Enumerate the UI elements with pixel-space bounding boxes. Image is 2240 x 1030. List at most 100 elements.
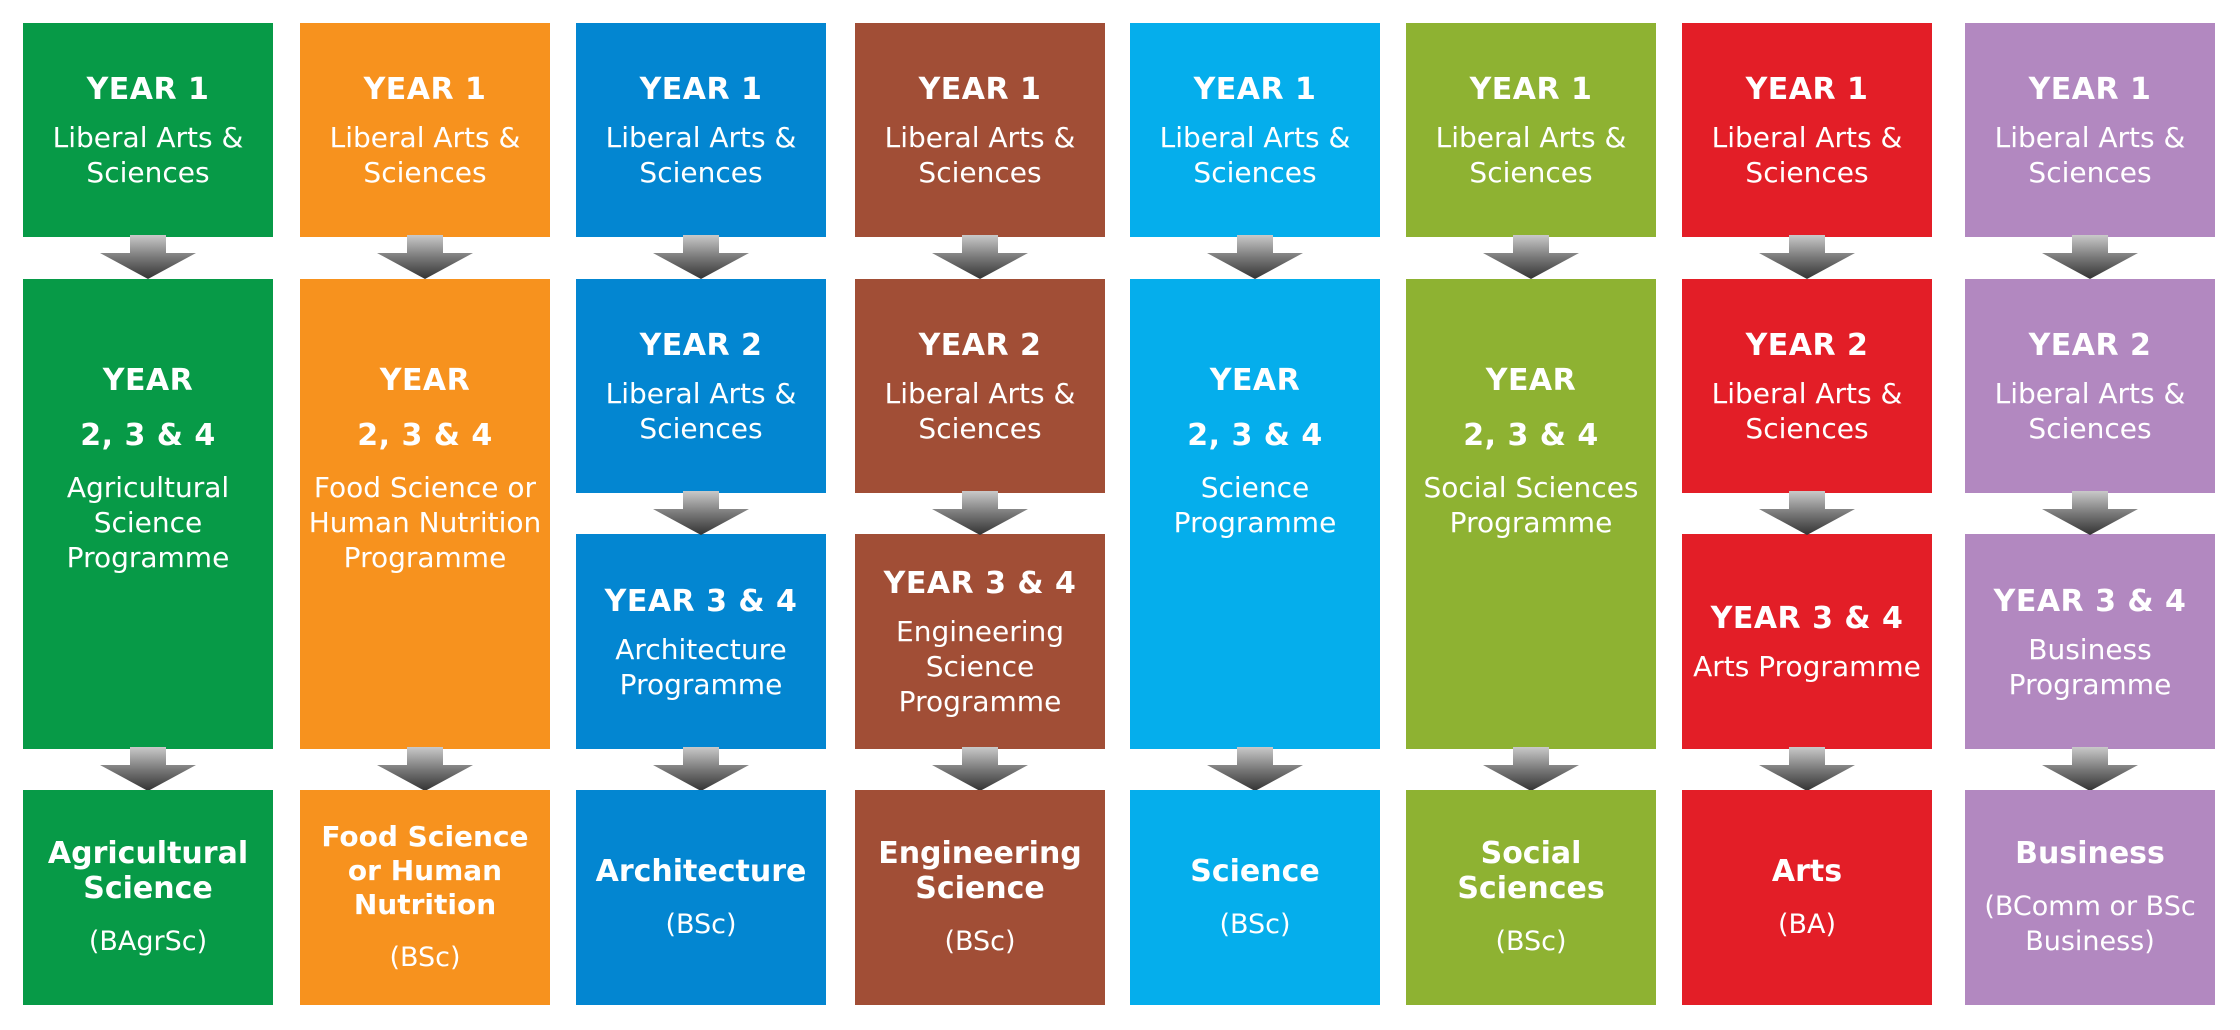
year-2-box: YEAR 2 Liberal Arts & Sciences	[576, 279, 826, 493]
stage-heading: YEAR 1	[639, 72, 763, 107]
stage-heading: YEAR 1	[1469, 72, 1593, 107]
stage-description: Liberal Arts & Sciences	[1711, 377, 1903, 445]
stage-heading: YEAR 3 & 4	[1993, 583, 2187, 619]
down-arrow-icon	[1207, 235, 1303, 279]
year-2-to-4-box: YEAR 2, 3 & 4 Food Science or Human Nutrit…	[300, 279, 550, 749]
stage-heading: YEAR 1	[363, 72, 487, 107]
degree-box: Architecture (BSc)	[576, 790, 826, 1005]
year-3-4-box: YEAR 3 & 4 Architecture Programme	[576, 534, 826, 749]
degree-title: Engineering Science	[878, 836, 1082, 906]
year-1-box: YEAR 1 Liberal Arts & Sciences	[300, 23, 550, 237]
stage-description: Liberal Arts & Sciences	[1994, 121, 2186, 189]
down-arrow-icon	[377, 747, 473, 791]
stage-heading: YEAR	[1209, 363, 1301, 398]
stage-heading: YEAR 1	[86, 72, 210, 107]
stage-description: Liberal Arts & Sciences	[52, 121, 244, 189]
programme-column: YEAR 1 Liberal Arts & Sciences YEAR 2 Liber…	[855, 0, 1105, 1030]
stage-description: Liberal Arts & Sciences	[329, 121, 521, 189]
degree-box: Arts (BA)	[1682, 790, 1932, 1005]
down-arrow-icon	[1483, 747, 1579, 791]
stage-subheading: 2, 3 & 4	[80, 418, 216, 453]
degree-box: Business (BComm or BSc Business)	[1965, 790, 2215, 1005]
year-1-box: YEAR 1 Liberal Arts & Sciences	[1682, 23, 1932, 237]
stage-heading: YEAR 1	[918, 72, 1042, 107]
stage-heading: YEAR 3 & 4	[883, 566, 1077, 601]
year-1-box: YEAR 1 Liberal Arts & Sciences	[23, 23, 273, 237]
year-3-4-box: YEAR 3 & 4 Arts Programme	[1682, 534, 1932, 749]
year-2-box: YEAR 2 Liberal Arts & Sciences	[1682, 279, 1932, 493]
down-arrow-icon	[1759, 235, 1855, 279]
down-arrow-icon	[1759, 491, 1855, 535]
year-1-box: YEAR 1 Liberal Arts & Sciences	[1130, 23, 1380, 237]
degree-box: Social Sciences (BSc)	[1406, 790, 1656, 1005]
down-arrow-icon	[653, 747, 749, 791]
degree-title: Food Science or Human Nutrition	[321, 820, 529, 921]
down-arrow-icon	[1483, 235, 1579, 279]
stage-description: Liberal Arts & Sciences	[605, 121, 797, 189]
degree-title: Social Sciences	[1457, 836, 1605, 906]
down-arrow-icon	[653, 491, 749, 535]
stage-heading: YEAR	[379, 363, 471, 398]
stage-description: Liberal Arts & Sciences	[605, 377, 797, 445]
stage-heading: YEAR 2	[1745, 328, 1869, 363]
programme-column: YEAR 1 Liberal Arts & Sciences YEAR 2 Liber…	[1682, 0, 1932, 1030]
stage-heading: YEAR 1	[1745, 72, 1869, 107]
stage-description: Architecture Programme	[615, 632, 787, 701]
stage-description: Science Programme	[1173, 471, 1337, 539]
stage-description: Liberal Arts & Sciences	[1435, 121, 1627, 189]
down-arrow-icon	[100, 235, 196, 279]
degree-title: Science	[1190, 853, 1320, 889]
stage-description: Liberal Arts & Sciences	[1711, 121, 1903, 189]
degree-box: Engineering Science (BSc)	[855, 790, 1105, 1005]
degree-box: Agricultural Science (BAgrSc)	[23, 790, 273, 1005]
stage-description: Business Programme	[2008, 632, 2172, 701]
stage-description: Liberal Arts & Sciences	[884, 377, 1076, 445]
year-1-box: YEAR 1 Liberal Arts & Sciences	[576, 23, 826, 237]
degree-abbreviation: (BSc)	[1495, 926, 1567, 957]
degree-abbreviation: (BComm or BSc Business)	[1984, 891, 2196, 957]
degree-box: Science (BSc)	[1130, 790, 1380, 1005]
degree-title: Business	[2015, 836, 2165, 871]
year-2-to-4-box: YEAR 2, 3 & 4 Social Sciences Programme	[1406, 279, 1656, 749]
stage-description: Agricultural Science Programme	[66, 471, 230, 574]
stage-description: Social Sciences Programme	[1423, 471, 1639, 539]
stage-heading: YEAR 2	[918, 328, 1042, 363]
year-2-box: YEAR 2 Liberal Arts & Sciences	[855, 279, 1105, 493]
programme-column: YEAR 1 Liberal Arts & Sciences YEAR 2, 3 & …	[1406, 0, 1656, 1030]
programme-column: YEAR 1 Liberal Arts & Sciences YEAR 2, 3 & …	[1130, 0, 1380, 1030]
degree-abbreviation: (BSc)	[389, 942, 461, 973]
programme-column: YEAR 1 Liberal Arts & Sciences YEAR 2 Liber…	[1965, 0, 2215, 1030]
down-arrow-icon	[1759, 747, 1855, 791]
down-arrow-icon	[2042, 491, 2138, 535]
programme-column: YEAR 1 Liberal Arts & Sciences YEAR 2, 3 & …	[23, 0, 273, 1030]
year-2-to-4-box: YEAR 2, 3 & 4 Agricultural Science Program…	[23, 279, 273, 749]
degree-abbreviation: (BAgrSc)	[88, 926, 208, 957]
down-arrow-icon	[2042, 747, 2138, 791]
down-arrow-icon	[932, 235, 1028, 279]
year-3-4-box: YEAR 3 & 4 Business Programme	[1965, 534, 2215, 749]
down-arrow-icon	[100, 747, 196, 791]
stage-heading: YEAR 2	[2028, 328, 2152, 363]
stage-description: Liberal Arts & Sciences	[884, 121, 1076, 189]
programme-column: YEAR 1 Liberal Arts & Sciences YEAR 2 Liber…	[576, 0, 826, 1030]
stage-description: Engineering Science Programme	[896, 615, 1064, 718]
stage-heading: YEAR 3 & 4	[1710, 601, 1904, 636]
down-arrow-icon	[1207, 747, 1303, 791]
year-1-box: YEAR 1 Liberal Arts & Sciences	[855, 23, 1105, 237]
degree-abbreviation: (BA)	[1777, 908, 1837, 940]
stage-heading: YEAR 1	[2028, 72, 2152, 107]
stage-heading: YEAR	[102, 363, 194, 398]
year-2-box: YEAR 2 Liberal Arts & Sciences	[1965, 279, 2215, 493]
stage-description: Food Science or Human Nutrition Programm…	[308, 471, 542, 574]
degree-title: Architecture	[595, 853, 807, 889]
year-1-box: YEAR 1 Liberal Arts & Sciences	[1406, 23, 1656, 237]
down-arrow-icon	[932, 747, 1028, 791]
stage-heading: YEAR	[1485, 363, 1577, 398]
degree-box: Food Science or Human Nutrition (BSc)	[300, 790, 550, 1005]
stage-description: Liberal Arts & Sciences	[1159, 121, 1351, 189]
down-arrow-icon	[377, 235, 473, 279]
programme-column: YEAR 1 Liberal Arts & Sciences YEAR 2, 3 & …	[300, 0, 550, 1030]
degree-abbreviation: (BSc)	[944, 926, 1016, 957]
down-arrow-icon	[653, 235, 749, 279]
